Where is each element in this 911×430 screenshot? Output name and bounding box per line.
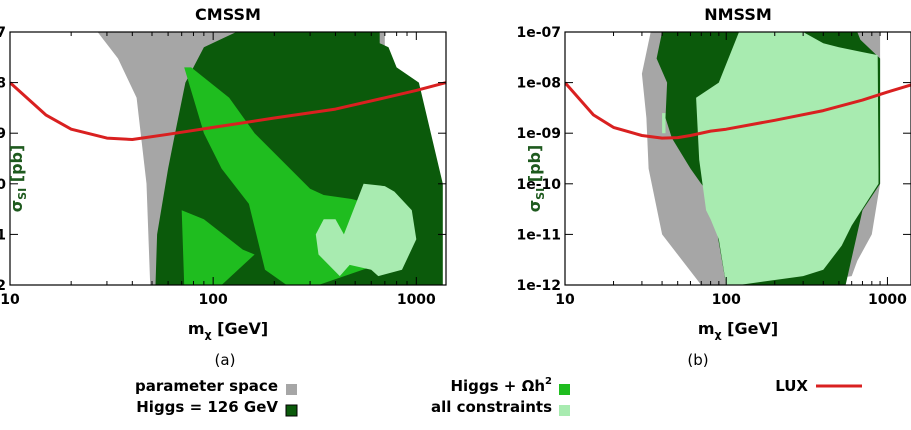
legend-label: Higgs = 126 GeV	[136, 398, 278, 416]
region-all-constraints	[315, 183, 417, 277]
panel-caption: (a)	[215, 351, 236, 369]
legend-item-parameter-space: parameter space	[135, 377, 297, 395]
region-all-constraints-2	[662, 113, 666, 134]
y-tick-label: 1e-07	[516, 25, 561, 41]
plot-regions	[10, 32, 446, 285]
y-tick-label: 1e-08	[0, 76, 6, 92]
y-tick-label: 1e-07	[0, 25, 6, 41]
x-tick-label: 100	[712, 292, 741, 308]
region-higgs-h-2	[181, 210, 255, 285]
y-tick-label: 1e-10	[516, 177, 561, 193]
plot-frame	[564, 31, 911, 286]
y-tick-label: 1e-12	[0, 278, 6, 294]
chart-title: CMSSM	[195, 5, 261, 24]
y-tick-label: 1e-08	[516, 76, 561, 92]
chart-panel-a: 10 100 1000 1e-07 1e-08 1e-09 1e-10 1e-11 1e-12 C…	[0, 5, 447, 369]
y-tick-label: 1e-11	[516, 227, 561, 243]
plot-regions	[565, 32, 911, 285]
legend-item-all-constraints: all constraints	[431, 398, 570, 416]
x-axis-label: mχ [GeV]	[698, 319, 778, 341]
panel-caption: (b)	[687, 351, 708, 369]
y-tick-label: 1e-09	[0, 126, 6, 142]
legend-label: LUX	[775, 377, 808, 395]
region-all-constraints-1	[696, 32, 879, 285]
legend-item-lux: LUX	[775, 377, 862, 395]
y-axis-label: σSI [pb]	[525, 145, 547, 213]
legend: parameter space Higgs = 126 GeV Higgs + Ωh…	[135, 376, 862, 417]
legend-swatch	[286, 384, 297, 395]
x-tick-label: 100	[199, 292, 228, 308]
chart-title: NMSSM	[704, 5, 772, 24]
legend-swatch	[559, 384, 570, 395]
legend-label: Higgs + Ωh2	[450, 376, 552, 395]
series-lux-line	[565, 81, 911, 140]
y-axis-label: σSI [pb]	[7, 145, 29, 213]
x-tick-label: 1000	[868, 292, 907, 308]
y-tick-label: 1e-12	[516, 278, 561, 294]
y-tick-label: 1e-10	[0, 177, 6, 193]
y-tick-label: 1e-11	[0, 227, 6, 243]
series-lux-line	[10, 81, 446, 141]
legend-swatch	[285, 404, 298, 417]
y-tick-label: 1e-09	[516, 126, 561, 142]
x-tick-label: 1000	[397, 292, 436, 308]
legend-label: parameter space	[135, 377, 278, 395]
x-axis-label: mχ [GeV]	[188, 319, 268, 341]
legend-label: all constraints	[431, 398, 552, 416]
x-tick-label: 10	[555, 292, 575, 308]
legend-swatch	[559, 405, 570, 416]
plot-frame	[9, 31, 447, 286]
x-tick-label: 10	[0, 292, 20, 308]
legend-item-higgs-126-gev: Higgs = 126 GeV	[136, 398, 298, 417]
chart-panel-b: 10 100 1000 1e-07 1e-08 1e-09 1e-10 1e-11 1e-12 N…	[516, 5, 911, 369]
legend-item-higgs-h: Higgs + Ωh2	[450, 376, 570, 395]
